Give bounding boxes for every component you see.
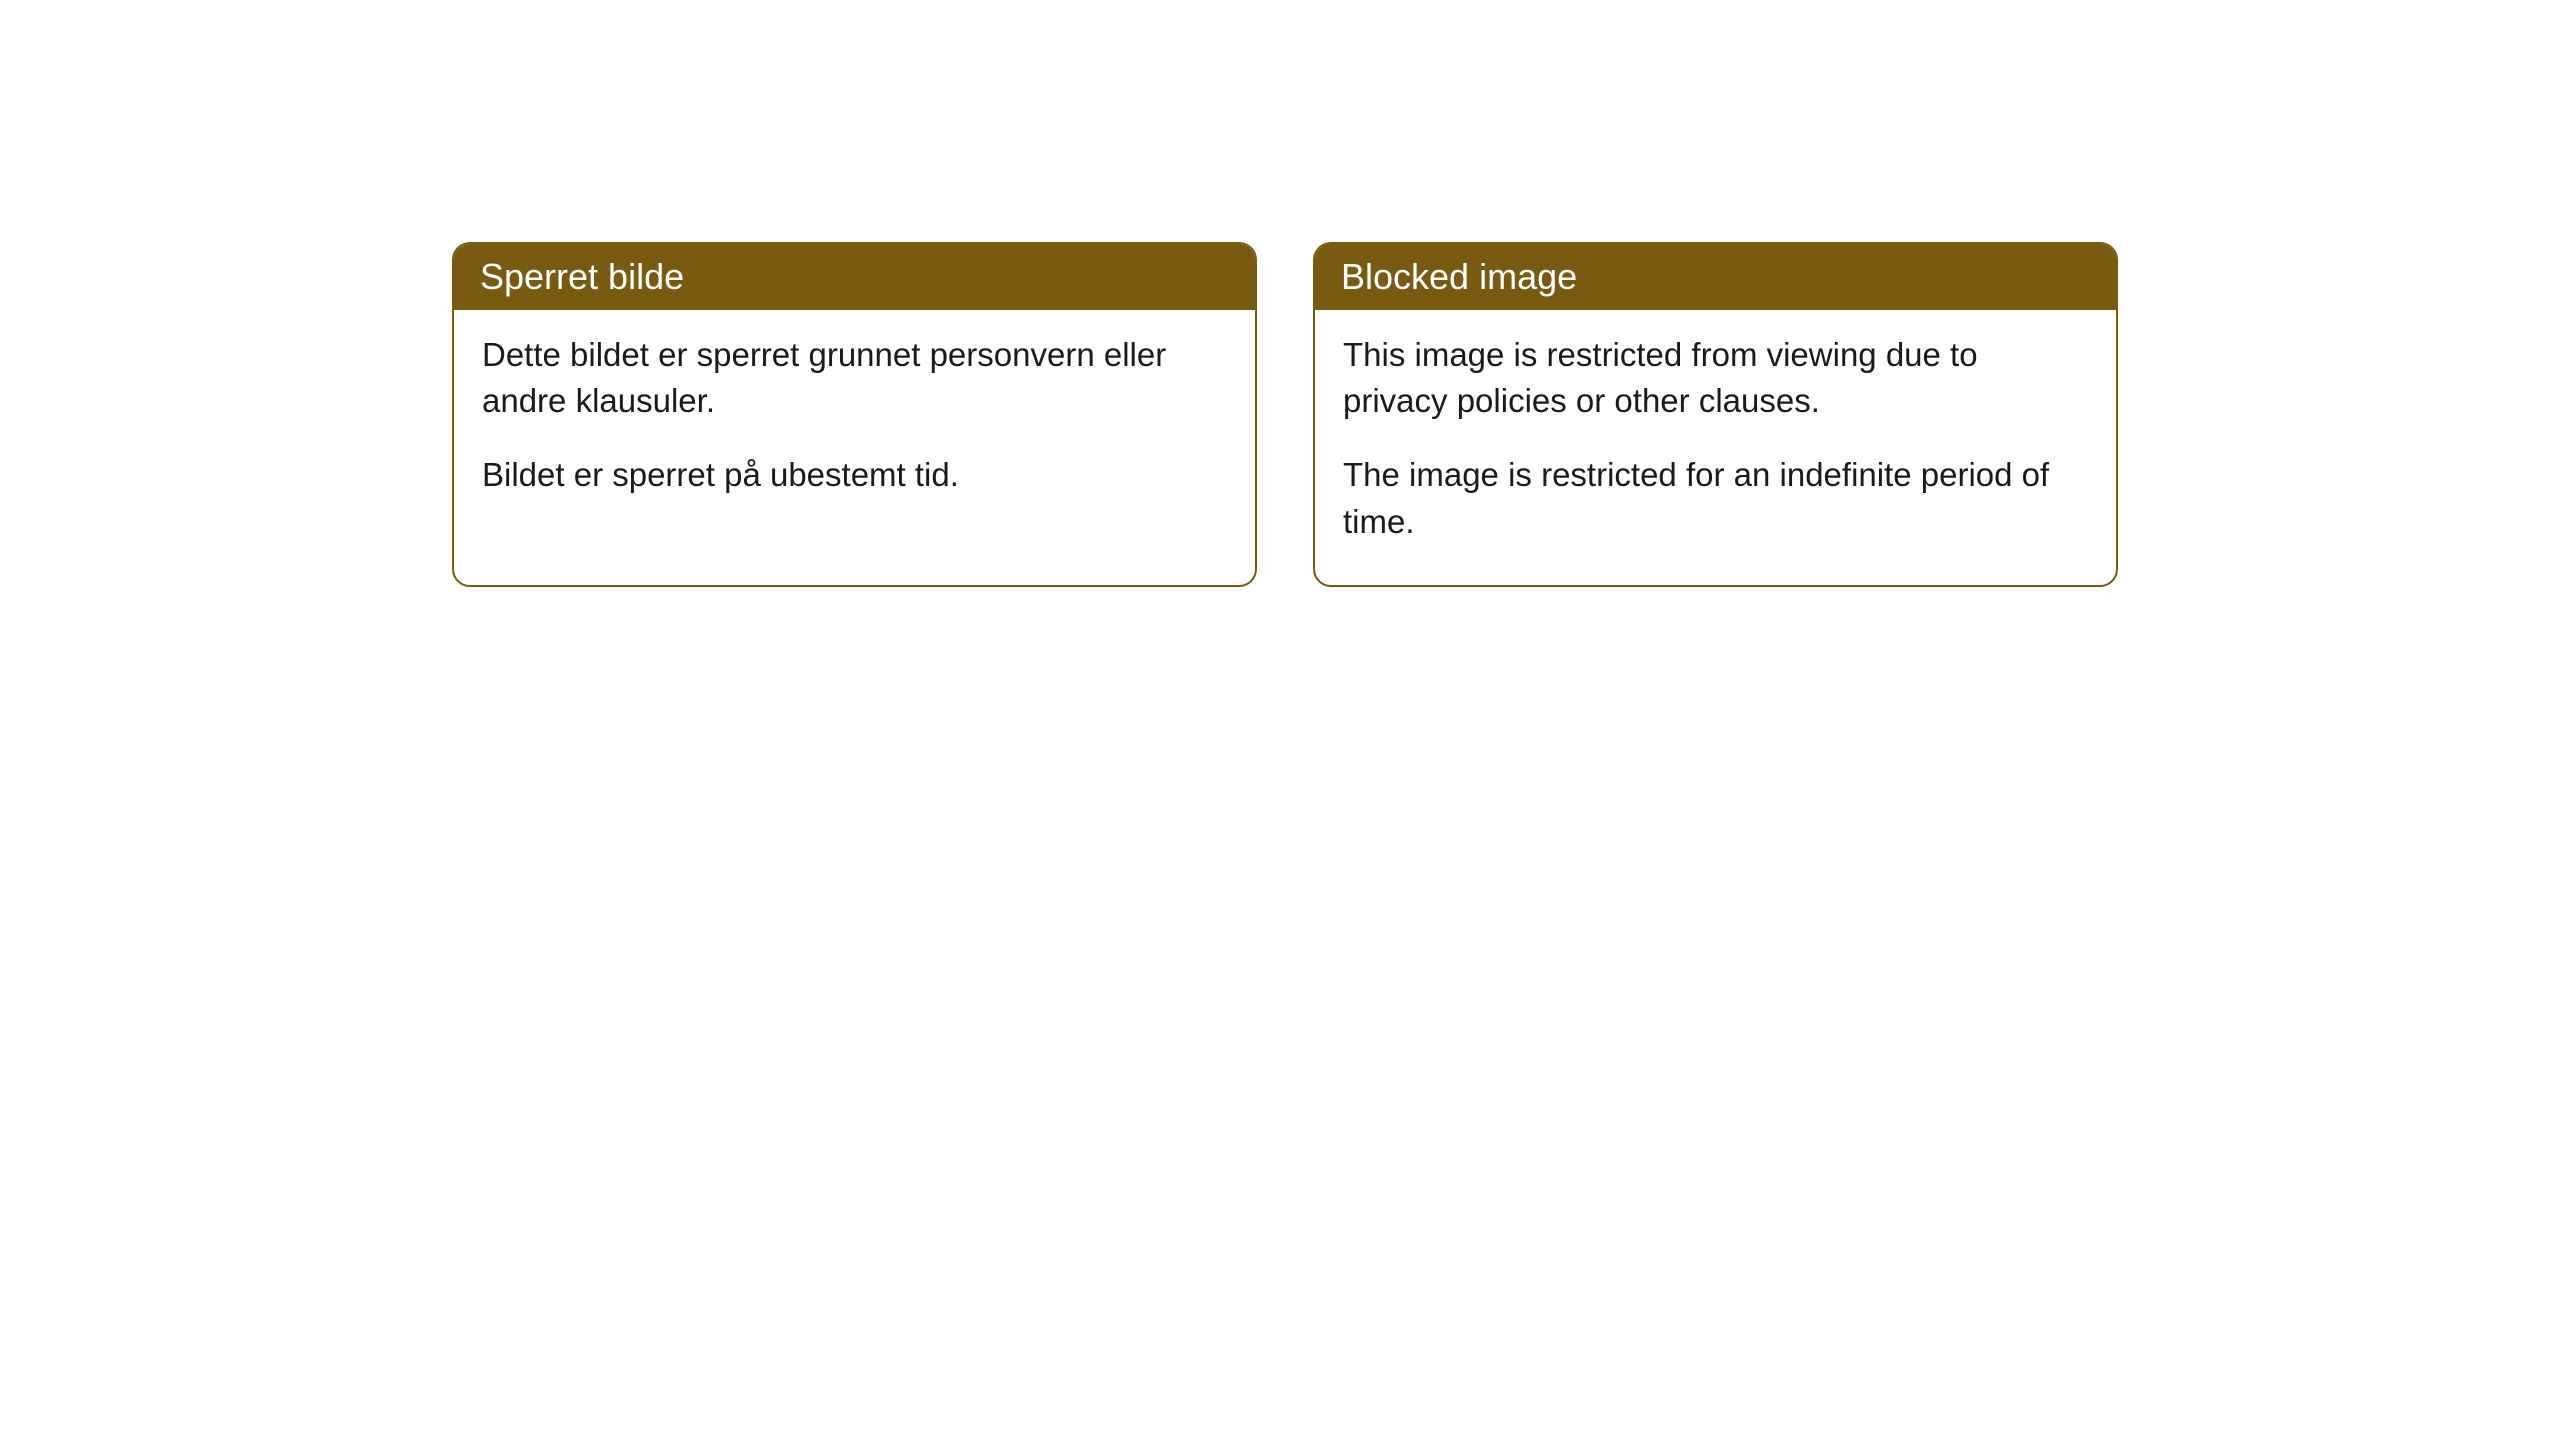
card-header: Sperret bilde [454,244,1255,310]
notice-card-english: Blocked image This image is restricted f… [1313,242,2118,587]
card-paragraph: Dette bildet er sperret grunnet personve… [482,332,1227,424]
card-body: Dette bildet er sperret grunnet personve… [454,310,1255,539]
card-header: Blocked image [1315,244,2116,310]
notice-card-norwegian: Sperret bilde Dette bildet er sperret gr… [452,242,1257,587]
card-body: This image is restricted from viewing du… [1315,310,2116,585]
card-paragraph: The image is restricted for an indefinit… [1343,452,2088,544]
card-paragraph: Bildet er sperret på ubestemt tid. [482,452,1227,498]
card-paragraph: This image is restricted from viewing du… [1343,332,2088,424]
card-title: Blocked image [1341,256,1577,297]
card-title: Sperret bilde [480,256,684,297]
notice-cards-container: Sperret bilde Dette bildet er sperret gr… [452,242,2118,587]
